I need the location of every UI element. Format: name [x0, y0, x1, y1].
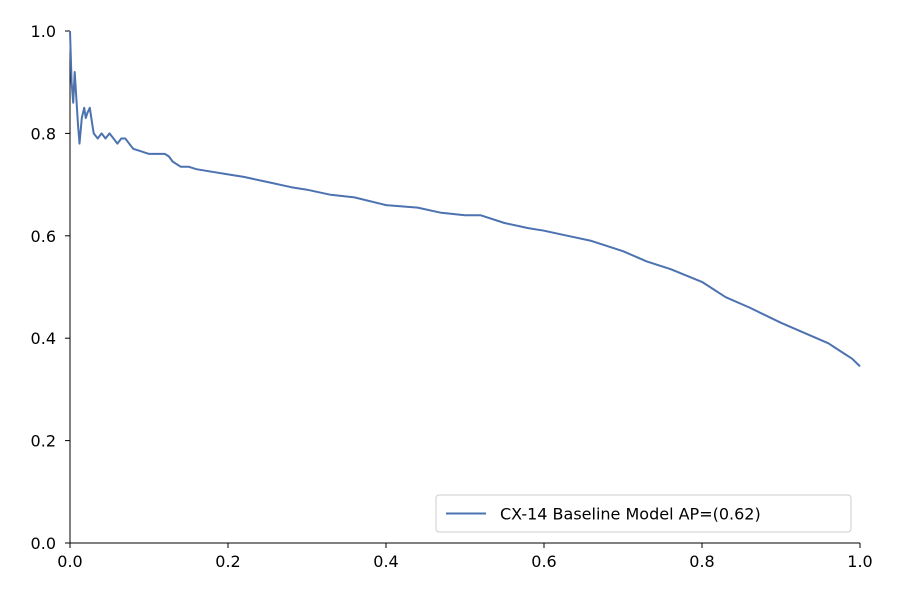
x-tick-label: 0.2	[215, 552, 240, 571]
y-tick-label: 0.6	[31, 227, 56, 246]
legend-label: CX-14 Baseline Model AP=(0.62)	[500, 505, 761, 524]
y-tick-label: 0.2	[31, 432, 56, 451]
series-lines	[69, 30, 861, 368]
series-line	[69, 30, 861, 368]
y-tick-label: 0.4	[31, 329, 56, 348]
x-tick-label: 0.6	[531, 552, 556, 571]
legend: CX-14 Baseline Model AP=(0.62)	[435, 494, 852, 533]
legend-box	[435, 494, 852, 533]
y-tick-label: 0.0	[31, 534, 56, 553]
tick-labels: 0.0 0.2 0.4 0.6 0.8 1.0 0.0 0.2 0.4 0.6 0.8 1.0	[31, 22, 873, 571]
x-tick-label: 0.0	[57, 552, 82, 571]
x-tick-label: 0.4	[373, 552, 398, 571]
y-tick-label: 0.8	[31, 124, 56, 143]
x-tick-label: 1.0	[847, 552, 872, 571]
x-tick-label: 0.8	[689, 552, 714, 571]
axes	[65, 30, 861, 548]
y-tick-label: 1.0	[31, 22, 56, 41]
